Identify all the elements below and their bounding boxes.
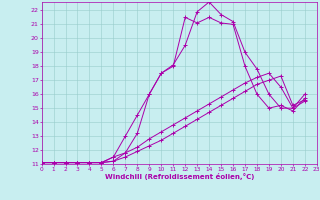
X-axis label: Windchill (Refroidissement éolien,°C): Windchill (Refroidissement éolien,°C) xyxy=(105,173,254,180)
